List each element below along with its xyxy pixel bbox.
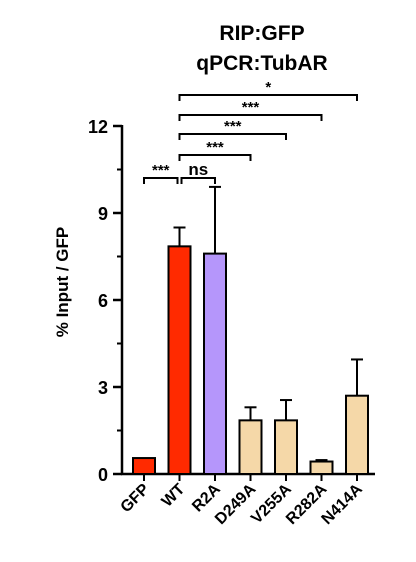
bar (238, 419, 263, 476)
bar (203, 252, 227, 475)
significance-bracket (178, 114, 323, 121)
significance-label: *** (242, 99, 260, 116)
significance-bracket (143, 177, 179, 184)
x-tick-label: N414A (319, 480, 367, 528)
significance-label: *** (206, 139, 224, 156)
y-tick-label: 9 (98, 204, 108, 224)
y-tick-label: 6 (98, 291, 108, 311)
significance-bracket (178, 133, 287, 140)
chart-subtitle: qPCR:TubAR (196, 52, 327, 75)
significance-label: * (265, 79, 271, 96)
bar (167, 245, 192, 475)
significance-bracket (178, 94, 358, 101)
bar (274, 419, 298, 476)
bar (309, 460, 334, 475)
bar (345, 394, 369, 476)
significance-bracket (178, 154, 252, 161)
y-tick-label: 3 (98, 378, 108, 398)
x-tick-label: WT (159, 481, 189, 511)
y-tick-label: 0 (98, 465, 108, 485)
significance-label: ns (188, 160, 208, 179)
y-axis-label: % Input / GFP (53, 227, 72, 338)
significance-label: *** (152, 162, 170, 179)
y-tick-label: 12 (88, 117, 108, 137)
x-tick-label: GFP (118, 481, 154, 517)
significance-label: *** (224, 118, 242, 135)
bar (132, 457, 156, 475)
chart-title: RIP:GFP (219, 22, 304, 45)
significance-bracket (180, 177, 216, 184)
